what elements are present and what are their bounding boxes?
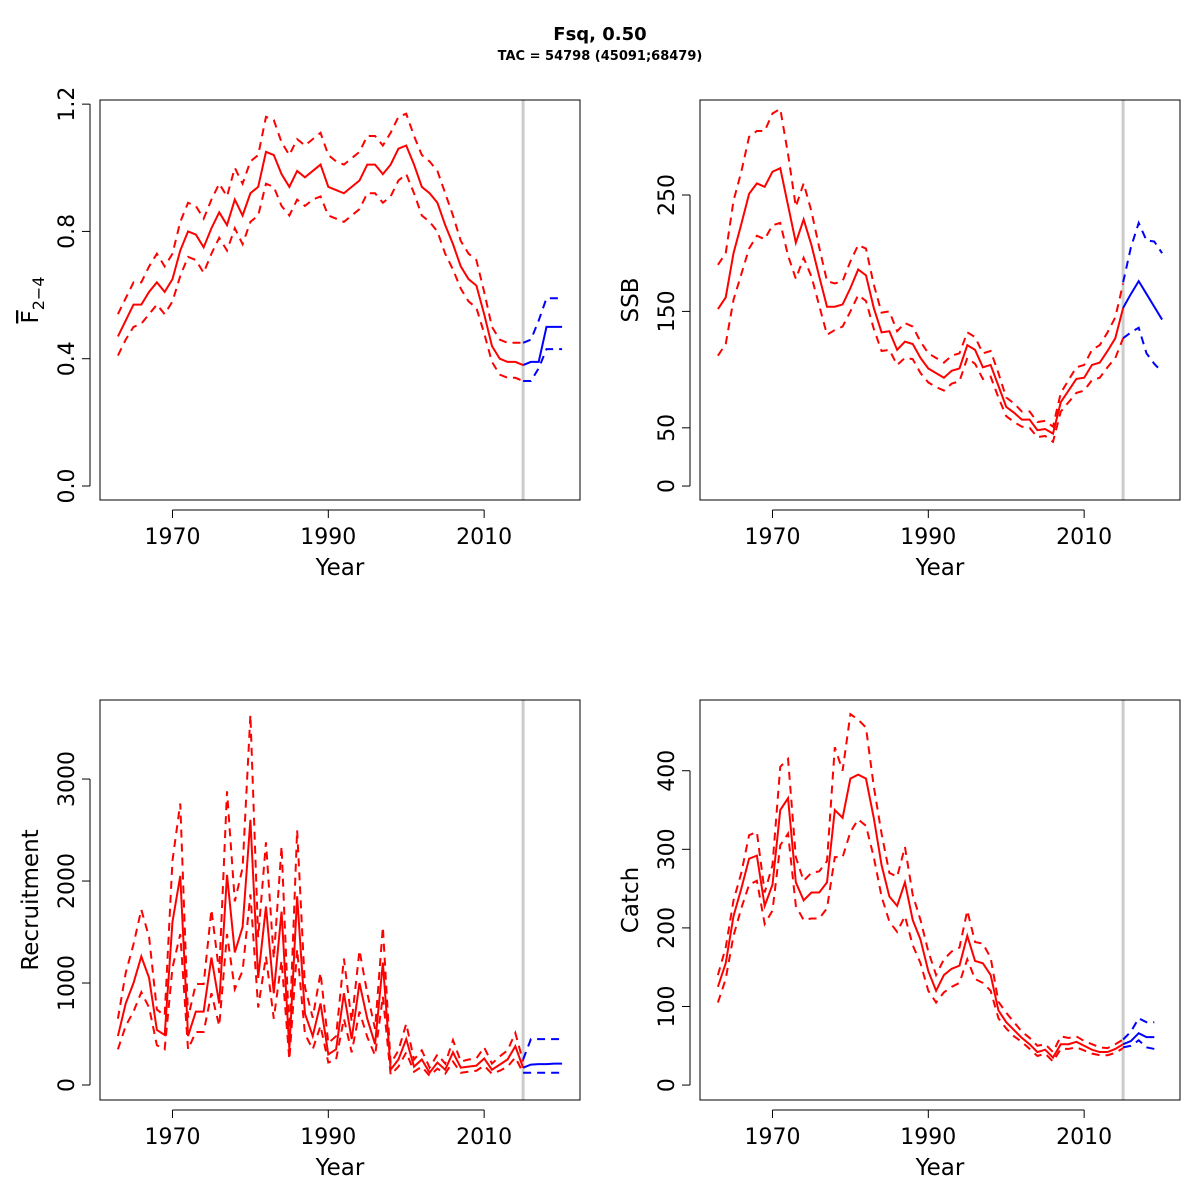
- y-tick-label: 3000: [55, 751, 80, 807]
- x-tick-label: 2010: [1056, 1125, 1112, 1150]
- series-line: [716, 773, 1124, 1060]
- series-line: [116, 819, 525, 1075]
- y-axis-title-sub: 2−4: [29, 277, 48, 311]
- panel: 1970 1990 2010 Year 0 50 150 250 SSB: [618, 99, 1181, 581]
- x-axis-title: Year: [915, 1155, 965, 1181]
- y-tick-label: 0.0: [55, 468, 80, 503]
- x-tick-label: 1990: [900, 525, 956, 550]
- x-tick-label: 1970: [744, 525, 800, 550]
- y-tick-label: 150: [655, 290, 680, 332]
- series-line: [1122, 220, 1163, 283]
- x-tick-label: 2010: [1056, 525, 1112, 550]
- x-axis-title: Year: [915, 555, 965, 581]
- x-tick-label: 2010: [456, 1125, 512, 1150]
- y-tick-label: 0: [655, 1078, 680, 1092]
- y-tick-label: 1.2: [55, 87, 80, 122]
- series-line: [117, 112, 524, 344]
- y-axis-title-main: SSB: [618, 278, 644, 323]
- x-axis-title: Year: [315, 555, 365, 581]
- y-tick-label: 2000: [55, 853, 80, 909]
- panel: 1970 1990 2010 Year 0 100 200 300 400 Catch: [618, 699, 1181, 1181]
- x-tick-label: 2010: [456, 525, 512, 550]
- series-line: [1122, 279, 1163, 321]
- x-tick-label: 1970: [144, 525, 200, 550]
- plot-frame: [699, 699, 1181, 1101]
- x-tick-label: 1970: [144, 1125, 200, 1150]
- y-tick-label: 400: [655, 750, 680, 792]
- y-tick-label: 0.4: [55, 341, 80, 376]
- series-line: [716, 817, 1124, 1064]
- y-tick-label: 200: [655, 907, 680, 949]
- y-axis-title: Catch: [618, 867, 644, 933]
- series-line: [116, 894, 525, 1078]
- y-tick-label: 100: [655, 985, 680, 1027]
- x-tick-label: 1990: [900, 1125, 956, 1150]
- y-tick-label: 50: [655, 414, 680, 442]
- y-tick-label: 250: [655, 174, 680, 216]
- series-line: [717, 221, 1125, 444]
- panel: 1970 1990 2010 Year 0.0 0.4 0.8 1.2 F2−4: [18, 87, 581, 581]
- series-line: [1122, 326, 1163, 373]
- panel: 1970 1990 2010 Year 0 1000 2000 3000 Recruitment: [18, 699, 581, 1181]
- series-line: [717, 107, 1125, 429]
- y-axis-title: F2−4: [18, 277, 48, 324]
- plot-frame: [99, 699, 581, 1101]
- series-line: [717, 166, 1125, 436]
- y-axis-title: SSB: [618, 278, 644, 323]
- y-tick-label: 0: [55, 1078, 80, 1092]
- y-tick-label: 0.8: [55, 214, 80, 249]
- y-tick-label: 0: [655, 479, 680, 493]
- figure-title: Fsq, 0.50: [553, 24, 646, 45]
- x-tick-label: 1990: [300, 1125, 356, 1150]
- y-axis-title: Recruitment: [18, 829, 44, 970]
- series-line: [117, 144, 524, 367]
- series-line: [1122, 1031, 1155, 1046]
- series-line: [116, 714, 525, 1070]
- series-line: [117, 172, 524, 382]
- y-tick-label: 1000: [55, 955, 80, 1011]
- series-line: [522, 297, 563, 344]
- series-line: [1122, 1039, 1155, 1050]
- y-tick-label: 300: [655, 828, 680, 870]
- series-line: [522, 1038, 563, 1060]
- figure-subtitle: TAC = 54798 (45091;68479): [498, 49, 703, 64]
- y-axis-title-main: F: [18, 310, 44, 323]
- series-line: [523, 348, 563, 382]
- plot-frame: [699, 99, 1181, 501]
- series-line: [522, 325, 563, 367]
- y-axis-title-main: Recruitment: [18, 829, 44, 970]
- x-tick-label: 1970: [744, 1125, 800, 1150]
- x-axis-title: Year: [315, 1155, 365, 1181]
- series-line: [522, 1062, 563, 1069]
- series-line: [716, 712, 1124, 1054]
- plot-frame: [99, 99, 581, 501]
- series-line: [1122, 1016, 1155, 1041]
- y-axis-title-main: Catch: [618, 867, 644, 933]
- x-tick-label: 1990: [300, 525, 356, 550]
